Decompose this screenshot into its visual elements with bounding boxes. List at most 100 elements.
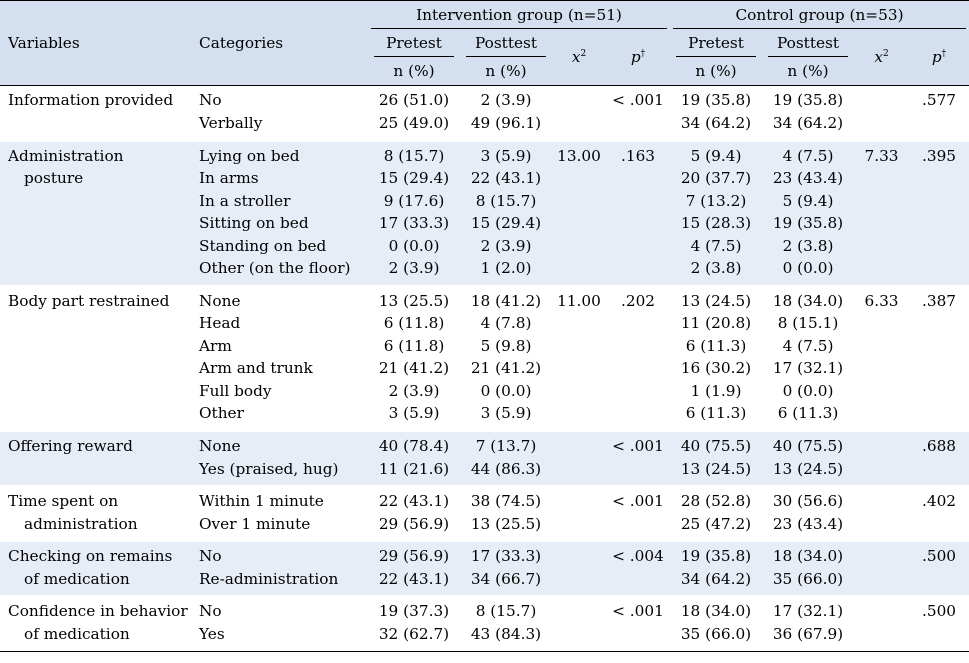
categories-value: Arm: [199, 336, 232, 355]
variable-name: Confidence in behavior of medication: [0, 595, 196, 653]
int-post-value: 7 (13.7): [475, 437, 537, 456]
int-pre-value: 0 (0.0): [388, 236, 440, 255]
int-post-value: 4 (7.8): [480, 314, 532, 333]
category-cell: No Yes: [196, 595, 368, 653]
categories-value: No: [199, 602, 222, 621]
int-pre-value: 8 (15.7): [383, 146, 445, 165]
ctl-pre-value: 4 (7.5): [690, 236, 742, 255]
int-pretest-cell: 19 (37.3) 32 (62.7): [368, 595, 460, 653]
ctl-pre-list: 5 (9.4) 20 (37.7) 7 (13.2) 15 (28.3) 4 (7.5)…: [670, 145, 762, 280]
categories-value: Yes: [199, 624, 225, 643]
categories-value: Re-administration: [199, 569, 339, 588]
header-ctl-post-npct: n (%): [762, 56, 854, 86]
category-cell: No Re-administration: [196, 540, 368, 597]
ctl-posttest-cell: 17 (32.1) 36 (67.9): [762, 595, 854, 653]
int-p-value: < .001: [606, 430, 670, 487]
ctl-pre-value: 16 (30.2): [680, 359, 752, 378]
ctl-post-value: 4 (7.5): [782, 146, 834, 165]
int-pre-list: 13 (25.5) 6 (11.8) 6 (11.8) 21 (41.2) 2 (3.9…: [368, 290, 460, 425]
header-int-posttest: Posttest: [460, 28, 552, 57]
ctl-chi-square-value: [854, 485, 909, 542]
int-pre-list: 22 (43.1) 29 (56.9): [368, 490, 460, 535]
variable-name-lines: Information provided: [8, 89, 196, 112]
ctl-post-list: 4 (7.5) 23 (43.4) 5 (9.4) 19 (35.8) 2 (3.8) 0…: [762, 145, 854, 280]
ctl-pre-value: 2 (3.8): [690, 259, 742, 278]
variable-name-line: of medication: [24, 624, 130, 643]
ctl-pre-value: 5 (9.4): [690, 146, 742, 165]
int-post-list: 2 (3.9) 49 (96.1): [460, 89, 552, 134]
categories-value: Lying on bed: [199, 146, 300, 165]
int-posttest-cell: 18 (41.2) 4 (7.8) 5 (9.8) 21 (41.2) 0 (0.0) 3…: [460, 284, 552, 432]
categories-value: Other: [199, 404, 244, 423]
int-post-value: 8 (15.7): [475, 191, 537, 210]
header-ctl-pre-npct: n (%): [670, 56, 762, 86]
int-pre-value: 2 (3.9): [388, 259, 440, 278]
variable-name: Information provided: [0, 86, 196, 141]
chi-symbol: x: [874, 47, 883, 66]
int-post-value: 2 (3.9): [480, 91, 532, 109]
ctl-chi-square-value: [854, 430, 909, 487]
header-intervention-label: Intervention group (n=51): [416, 5, 622, 24]
header-control-group: Control group (n=53): [670, 0, 969, 29]
categories-value: Arm and trunk: [199, 359, 313, 378]
ctl-pre-list: 40 (75.5) 13 (24.5): [670, 435, 762, 480]
int-pre-value: 29 (56.9): [378, 547, 450, 566]
category-cell: Within 1 minute Over 1 minute: [196, 485, 368, 542]
ctl-pretest-cell: 19 (35.8) 34 (64.2): [670, 86, 762, 141]
categories-value: None: [199, 437, 241, 456]
variable-name-line: posture: [24, 169, 84, 188]
int-chi-square-value: 13.00: [552, 139, 606, 286]
ctl-p-value: .500: [909, 540, 969, 597]
int-post-list: 8 (15.7) 43 (84.3): [460, 600, 552, 645]
chi-symbol: x: [571, 47, 581, 66]
variable-name: Offering reward: [0, 430, 196, 487]
ctl-pre-value: 15 (28.3): [680, 214, 752, 233]
table-row: Administration posture Lying on bed In arms…: [0, 139, 969, 286]
variable-name-line: administration: [24, 514, 138, 533]
ctl-pre-value: 20 (37.7): [680, 169, 752, 188]
int-pretest-cell: 29 (56.9) 22 (43.1): [368, 540, 460, 597]
variable-name-line: Confidence in behavior: [8, 602, 188, 621]
int-post-value: 49 (96.1): [470, 113, 542, 132]
int-posttest-cell: 7 (13.7) 44 (86.3): [460, 430, 552, 487]
ctl-pretest-cell: 5 (9.4) 20 (37.7) 7 (13.2) 15 (28.3) 4 (7.5)…: [670, 139, 762, 286]
int-pre-value: 6 (11.8): [383, 336, 445, 355]
categories-value: In a stroller: [199, 191, 291, 210]
header-ctl-chi-square: x2: [854, 28, 909, 86]
int-p-value: < .001: [606, 485, 670, 542]
variable-name-lines: Body part restrained: [8, 290, 196, 313]
int-pre-list: 40 (78.4) 11 (21.6): [368, 435, 460, 480]
categories-value: Other (on the floor): [199, 259, 351, 278]
ctl-post-value: 17 (32.1): [772, 359, 844, 378]
ctl-p-value: .688: [909, 430, 969, 487]
variable-name-line: Administration: [8, 146, 124, 165]
header-ctl-posttest: Posttest: [762, 28, 854, 57]
ctl-p-value: .500: [909, 595, 969, 653]
chi-superscript: 2: [882, 48, 889, 59]
int-post-value: 0 (0.0): [480, 381, 532, 400]
table-body: Information provided No Verbally 26 (51.0) 2…: [0, 86, 969, 653]
int-post-list: 3 (5.9) 22 (43.1) 8 (15.7) 15 (29.4) 2 (3.9)…: [460, 145, 552, 280]
ctl-pretest-cell: 13 (24.5) 11 (20.8) 6 (11.3) 16 (30.2) 1 (1.…: [670, 284, 762, 432]
ctl-pretest-cell: 19 (35.8) 34 (64.2): [670, 540, 762, 597]
int-posttest-cell: 3 (5.9) 22 (43.1) 8 (15.7) 15 (29.4) 2 (3.9)…: [460, 139, 552, 286]
ctl-post-value: 13 (24.5): [772, 459, 844, 478]
ctl-post-list: 30 (56.6) 23 (43.4): [762, 490, 854, 535]
ctl-post-value: 6 (11.3): [777, 404, 839, 423]
ctl-posttest-rule: [768, 55, 848, 57]
int-posttest-cell: 8 (15.7) 43 (84.3): [460, 595, 552, 653]
int-pre-value: 29 (56.9): [378, 514, 450, 533]
variable-name-line: Body part restrained: [8, 291, 170, 310]
ctl-pre-value: 25 (47.2): [680, 514, 752, 533]
ctl-pre-list: 19 (35.8) 34 (64.2): [670, 89, 762, 134]
int-post-list: 17 (33.3) 34 (66.7): [460, 545, 552, 590]
categories-list: None Yes (praised, hug): [199, 435, 368, 480]
ctl-post-value: 30 (56.6): [772, 492, 844, 511]
header-int-pretest-label: Pretest: [386, 33, 442, 52]
table-row: Time spent on administration Within 1 minu…: [0, 485, 969, 542]
categories-value: In arms: [199, 169, 259, 188]
ctl-pre-value: 19 (35.8): [680, 91, 752, 109]
ctl-post-value: 4 (7.5): [782, 336, 834, 355]
int-post-value: 18 (41.2): [470, 291, 542, 310]
int-pre-value: 3 (5.9): [388, 404, 440, 423]
